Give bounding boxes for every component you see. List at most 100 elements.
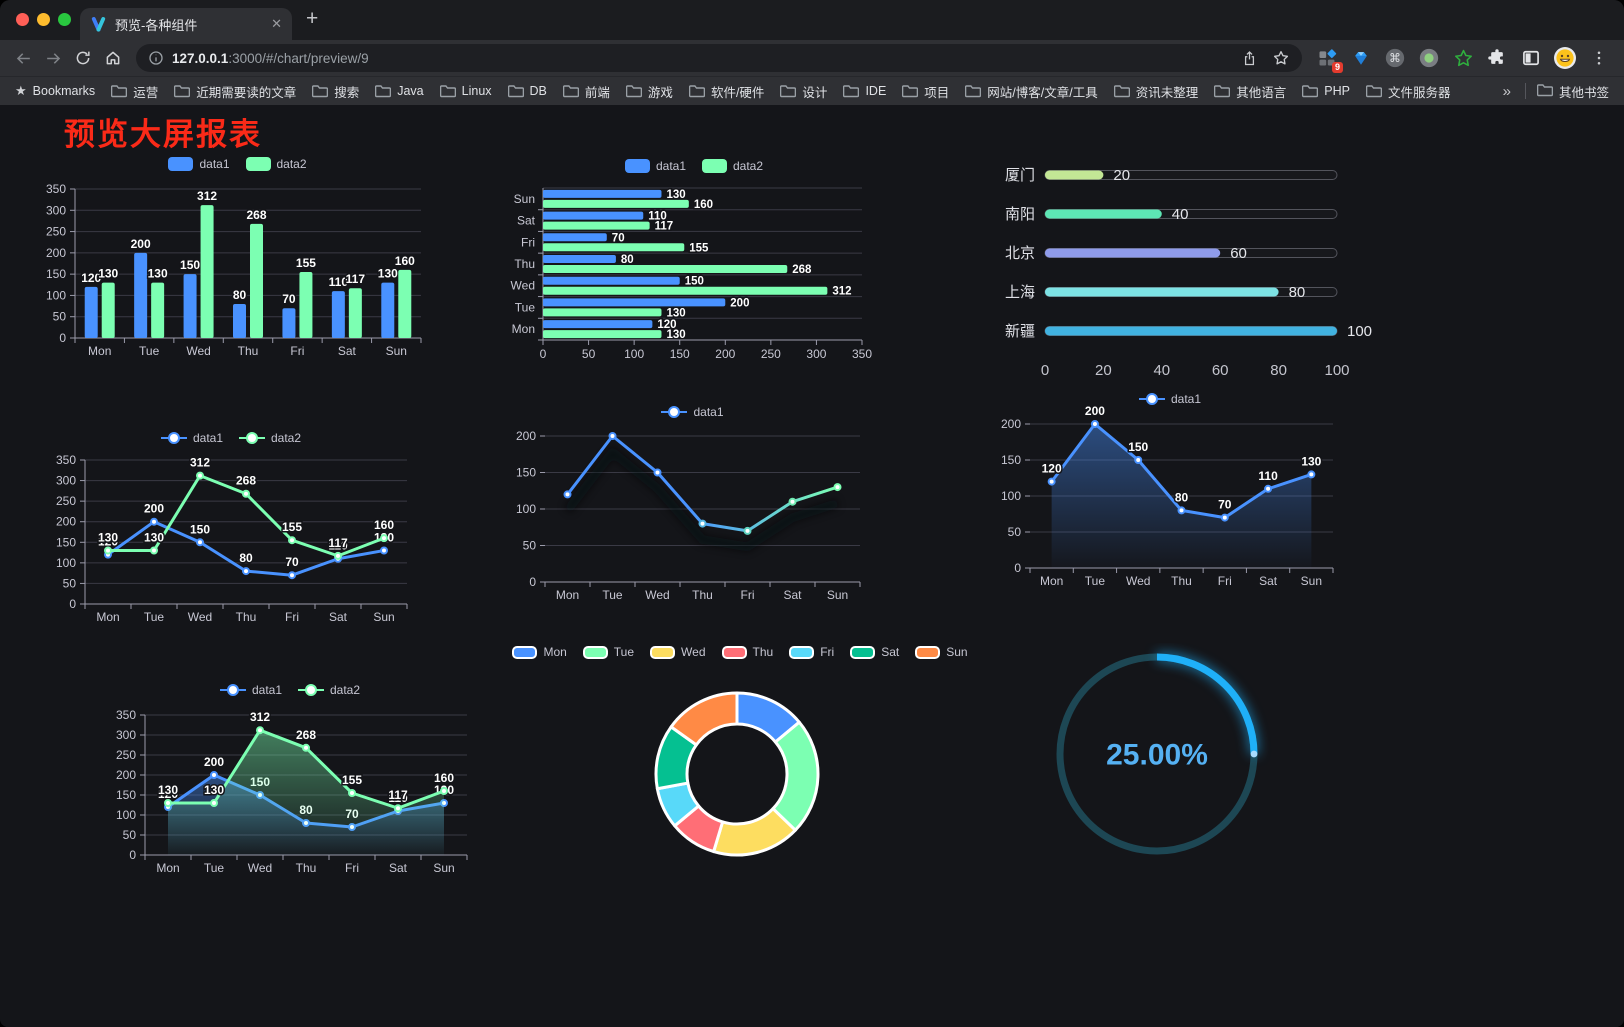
reload-button[interactable] [68, 43, 98, 73]
extensions-puzzle-icon[interactable] [1485, 46, 1509, 70]
svg-text:70: 70 [282, 292, 296, 306]
legend-item-Wed[interactable]: Wed [650, 645, 706, 659]
legend-item-data1[interactable]: data1 [624, 159, 686, 173]
svg-text:Wed: Wed [248, 861, 272, 875]
svg-text:200: 200 [730, 297, 749, 309]
svg-text:117: 117 [655, 221, 674, 233]
legend-swatch [160, 432, 187, 444]
svg-text:80: 80 [621, 254, 634, 266]
site-info-icon[interactable] [148, 50, 164, 66]
svg-text:50: 50 [582, 347, 596, 361]
legend-item-data1[interactable]: data1 [219, 683, 282, 697]
bookmarks-overflow-button[interactable]: » [1502, 82, 1511, 100]
svg-text:Wed: Wed [186, 344, 210, 358]
bookmark-folder-10[interactable]: IDE [838, 81, 891, 101]
svg-text:350: 350 [46, 182, 66, 196]
legend-item-Fri[interactable]: Fri [789, 645, 834, 659]
new-tab-button[interactable]: + [306, 7, 319, 30]
extension-record-icon[interactable] [1417, 46, 1441, 70]
side-panel-icon[interactable] [1519, 46, 1543, 70]
svg-text:40: 40 [1153, 362, 1170, 379]
bookmark-folder-13[interactable]: 资讯未整理 [1109, 79, 1204, 104]
legend-item-Thu[interactable]: Thu [721, 645, 773, 659]
bookmark-folder-4[interactable]: Linux [435, 81, 497, 101]
bookmark-folder-12[interactable]: 网站/博客/文章/工具 [960, 79, 1102, 104]
svg-text:Mon: Mon [156, 861, 179, 875]
svg-text:350: 350 [56, 453, 76, 467]
svg-text:80: 80 [1175, 490, 1189, 504]
chart-canvas-line-dual: 0 50 100 150 200 250 300 350 Mon Tue Wed Thu Fri Sat S… [56, 453, 408, 624]
svg-text:200: 200 [1085, 404, 1105, 418]
extension-grid-icon[interactable]: 9 [1315, 46, 1343, 73]
svg-text:Wed: Wed [511, 279, 535, 293]
svg-text:Mon: Mon [88, 344, 111, 358]
legend-item-data2[interactable]: data2 [239, 431, 301, 445]
bookmark-folder-6[interactable]: 前端 [558, 79, 615, 104]
svg-text:50: 50 [523, 539, 537, 553]
bookmark-folder-2[interactable]: 搜索 [307, 79, 364, 104]
legend-item-data2[interactable]: data2 [245, 157, 307, 171]
back-button[interactable] [8, 43, 38, 73]
svg-text:155: 155 [689, 242, 709, 254]
extension-gem-icon[interactable] [1349, 46, 1373, 70]
extension-command-icon[interactable]: ⌘ [1383, 46, 1407, 70]
svg-text:0: 0 [69, 597, 76, 611]
legend-item-data2[interactable]: data2 [298, 683, 360, 697]
legend-item-Sat[interactable]: Sat [850, 645, 899, 659]
svg-text:0: 0 [529, 575, 536, 589]
bookmark-folder-9[interactable]: 设计 [775, 79, 832, 104]
legend-item-data1[interactable]: data1 [168, 157, 230, 171]
extension-badge: 9 [1331, 62, 1343, 73]
bookmark-folder-0[interactable]: 运营 [106, 79, 163, 104]
tab-close-icon[interactable]: ✕ [271, 16, 282, 31]
site-favicon-icon [90, 16, 107, 33]
svg-text:200: 200 [715, 347, 735, 361]
svg-text:50: 50 [123, 828, 137, 842]
legend-item-data2[interactable]: data2 [702, 159, 763, 173]
bookmark-folder-16[interactable]: 文件服务器 [1361, 79, 1456, 104]
legend-item-Sun[interactable]: Sun [915, 645, 968, 659]
svg-text:155: 155 [282, 520, 302, 534]
window-zoom-button[interactable] [58, 13, 71, 26]
svg-text:0: 0 [1041, 362, 1049, 379]
window-close-button[interactable] [16, 13, 29, 26]
svg-text:312: 312 [250, 710, 270, 724]
svg-text:110: 110 [329, 275, 349, 289]
legend-item-data1[interactable]: data1 [661, 405, 724, 419]
svg-text:100: 100 [116, 808, 136, 822]
svg-text:70: 70 [612, 232, 625, 244]
address-bar[interactable]: 127.0.0.1:3000/#/chart/preview/9 [136, 44, 1302, 72]
bookmark-folder-3[interactable]: Java [370, 81, 428, 101]
bookmark-folder-5[interactable]: DB [503, 81, 552, 101]
legend-item-Tue[interactable]: Tue [582, 645, 634, 659]
svg-text:117: 117 [328, 536, 348, 550]
bookmark-folder-1[interactable]: 近期需要读的文章 [169, 79, 301, 104]
svg-text:150: 150 [685, 276, 704, 288]
svg-text:北京: 北京 [1005, 245, 1035, 262]
chart-gradient-line: data1 0 50 100 150 200 Mon Tue Wed Thu Fri Sat Sun [500, 394, 885, 612]
legend-item-data1[interactable]: data1 [1138, 392, 1201, 406]
svg-text:200: 200 [516, 429, 536, 443]
share-icon[interactable] [1241, 50, 1258, 67]
profile-avatar[interactable] [1553, 46, 1577, 70]
legend-item-Mon[interactable]: Mon [512, 645, 567, 659]
svg-text:80: 80 [239, 551, 253, 565]
bookmark-star-icon[interactable] [1272, 49, 1290, 67]
browser-menu-icon[interactable] [1587, 46, 1611, 70]
bookmark-folder-14[interactable]: 其他语言 [1209, 79, 1291, 104]
browser-tab[interactable]: 预览-各种组件 ✕ [80, 8, 292, 40]
home-button[interactable] [98, 43, 128, 73]
bookmark-folder-11[interactable]: 项目 [897, 79, 954, 104]
legend-swatch [219, 684, 246, 696]
svg-text:200: 200 [204, 755, 224, 769]
bookmarks-manager-item[interactable]: ★ Bookmarks [15, 83, 96, 98]
svg-text:130: 130 [666, 307, 685, 319]
extension-green-star-icon[interactable] [1451, 46, 1475, 70]
window-minimize-button[interactable] [37, 13, 50, 26]
other-bookmarks-folder[interactable]: 其他书签 [1532, 79, 1614, 104]
legend-item-data1[interactable]: data1 [160, 431, 223, 445]
forward-button[interactable] [38, 43, 68, 73]
bookmark-folder-15[interactable]: PHP [1297, 81, 1355, 101]
bookmark-folder-8[interactable]: 软件/硬件 [684, 79, 769, 104]
bookmark-folder-7[interactable]: 游戏 [621, 79, 678, 104]
